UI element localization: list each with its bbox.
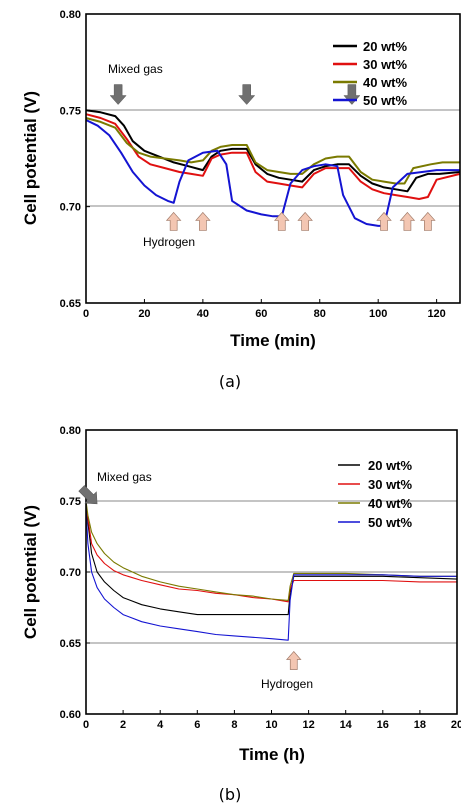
x-tick-label-a: 0 — [83, 308, 89, 320]
legend-label-a: 40 wt% — [363, 75, 408, 90]
series-layer-a — [86, 110, 460, 226]
x-tick-label-b: 0 — [83, 719, 89, 731]
hydrogen-arrow-a — [167, 212, 181, 230]
legend-a: 20 wt% 30 wt% 40 wt% 50 wt% — [333, 39, 408, 108]
y-tick-label-b: 0.70 — [60, 567, 81, 579]
y-tick-label-b: 0.80 — [60, 425, 81, 437]
annotation-mixed-gas-a: Mixed gas — [108, 62, 163, 76]
x-tick-label-a: 80 — [314, 308, 326, 320]
y-tick-label-a: 0.75 — [60, 105, 81, 117]
y-tick-label-b: 0.60 — [60, 709, 81, 721]
annotation-hydrogen-a: Hydrogen — [143, 235, 195, 249]
x-tick-label-b: 2 — [120, 719, 126, 731]
x-tick-label-b: 14 — [340, 719, 353, 731]
y-tick-label-a: 0.70 — [60, 202, 81, 214]
legend-b: 20 wt% 30 wt% 40 wt% 50 wt% — [338, 458, 413, 530]
y-axis-title-b: Cell potential (V) — [21, 505, 40, 639]
legend-label-a: 50 wt% — [363, 93, 408, 108]
x-axis-title-b: Time (h) — [239, 745, 305, 764]
panel-label-b: (b) — [219, 785, 242, 804]
panel-a: 0 20 40 60 80 100 120 0.65 0.70 0.75 0.80 20 wt% 30… — [21, 9, 460, 391]
hydrogen-arrow-b — [287, 652, 301, 670]
series-line-a-50-wt- — [86, 120, 460, 226]
x-tick-label-a: 100 — [369, 308, 387, 320]
mixed-gas-arrow-a — [239, 85, 255, 105]
legend-label-a: 30 wt% — [363, 57, 408, 72]
series-line-a-20-wt- — [86, 110, 460, 191]
y-tick-label-b: 0.65 — [60, 638, 81, 650]
hydrogen-arrow-a — [275, 212, 289, 230]
hydrogen-arrow-a — [298, 212, 312, 230]
y-tick-label-b: 0.75 — [60, 496, 81, 508]
x-tick-label-b: 12 — [302, 719, 314, 731]
hydrogen-arrow-a — [377, 212, 391, 230]
x-tick-label-b: 18 — [414, 719, 426, 731]
annotation-hydrogen-b: Hydrogen — [261, 677, 313, 691]
legend-label-b: 20 wt% — [368, 458, 413, 473]
y-axis-title-a: Cell potential (V) — [21, 91, 40, 225]
x-tick-label-b: 6 — [194, 719, 200, 731]
legend-label-b: 40 wt% — [368, 496, 413, 511]
series-line-a-40-wt- — [86, 118, 460, 184]
legend-label-b: 30 wt% — [368, 477, 413, 492]
legend-label-b: 50 wt% — [368, 515, 413, 530]
hydrogen-arrow-a — [421, 212, 435, 230]
x-tick-label-a: 60 — [255, 308, 267, 320]
x-tick-label-a: 20 — [138, 308, 150, 320]
x-tick-label-a: 120 — [427, 308, 445, 320]
x-tick-label-b: 10 — [265, 719, 277, 731]
x-tick-label-b: 4 — [157, 719, 164, 731]
x-axis-title-a: Time (min) — [230, 331, 316, 350]
x-tick-label-b: 8 — [231, 719, 237, 731]
panel-label-a: (a) — [219, 372, 241, 391]
annotation-mixed-gas-b: Mixed gas — [97, 470, 152, 484]
arrows-layer-b — [76, 483, 301, 670]
mixed-gas-arrow-a — [344, 85, 360, 105]
hydrogen-arrow-a — [196, 212, 210, 230]
legend-label-a: 20 wt% — [363, 39, 408, 54]
y-tick-label-a: 0.80 — [60, 9, 81, 21]
mixed-gas-arrow-a — [110, 85, 126, 105]
panel-b: 0 2 4 6 8 10 12 14 16 18 20 0.60 0.65 0.70 0.75 0.80 20… — [21, 425, 461, 804]
x-tick-label-b: 16 — [377, 719, 389, 731]
x-tick-label-a: 40 — [197, 308, 209, 320]
hydrogen-arrow-a — [400, 212, 414, 230]
x-tick-label-b: 20 — [451, 719, 461, 731]
series-line-a-30-wt- — [86, 114, 460, 199]
y-tick-label-a: 0.65 — [60, 298, 81, 310]
